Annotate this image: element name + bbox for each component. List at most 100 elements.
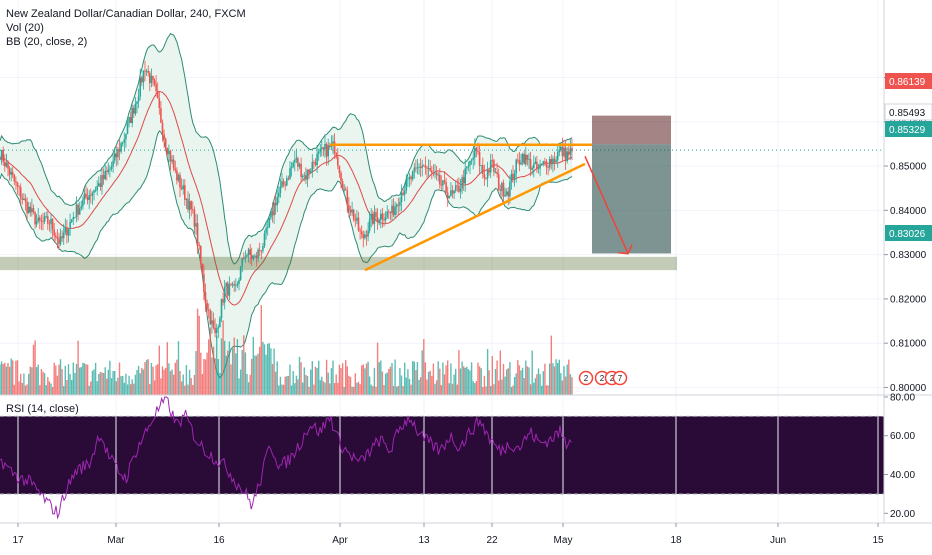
candle-body: [427, 168, 430, 169]
volume-bar: [529, 384, 532, 395]
candle-body: [239, 266, 242, 280]
volume-bar: [370, 384, 372, 395]
time-axis-label: 18: [670, 535, 682, 546]
candle-body: [263, 233, 266, 246]
candle-body: [115, 153, 118, 158]
take-profit-zone: [592, 144, 671, 254]
volume-bar: [212, 346, 215, 395]
candle-body: [470, 159, 473, 161]
candle-body: [352, 209, 355, 220]
volume-bar: [0, 364, 1, 395]
candle-body: [260, 250, 263, 252]
candle-body: [58, 238, 60, 245]
candle-body: [139, 77, 141, 97]
candle-body: [88, 195, 90, 200]
volume-indicator-label[interactable]: Vol (20): [6, 22, 44, 34]
volume-bar: [112, 370, 114, 395]
candle-body: [397, 204, 400, 206]
candle-body: [10, 171, 12, 175]
volume-bar: [287, 375, 290, 395]
volume-bar: [502, 364, 505, 395]
volume-bar: [375, 386, 377, 395]
candle-body: [99, 183, 102, 187]
candle-body: [274, 203, 277, 206]
candle-body: [365, 234, 368, 237]
volume-bar: [74, 373, 76, 395]
candle-body: [156, 90, 159, 99]
volume-bar: [362, 364, 364, 395]
candle-body: [270, 211, 272, 218]
volume-bar: [235, 353, 237, 395]
volume-bar: [443, 374, 446, 395]
volume-bar: [257, 353, 259, 395]
bollinger-indicator-label[interactable]: BB (20, close, 2): [6, 36, 88, 48]
volume-bar: [507, 368, 509, 395]
candle-body: [431, 170, 433, 173]
candle-body: [443, 180, 446, 182]
volume-bar: [455, 368, 457, 395]
volume-bar: [50, 383, 52, 395]
candle-body: [23, 198, 25, 200]
candle-body: [200, 246, 202, 264]
volume-bar: [219, 373, 221, 395]
volume-bar: [88, 385, 90, 395]
candle-body: [0, 150, 3, 160]
volume-bar: [231, 348, 234, 395]
candle-body: [357, 217, 360, 231]
volume-bar: [144, 362, 146, 395]
volume-bar: [53, 362, 55, 395]
volume-bar: [450, 363, 452, 395]
volume-bar: [367, 361, 369, 395]
volume-bar: [290, 385, 293, 395]
candle-body: [488, 170, 490, 173]
candle-body: [321, 147, 323, 149]
volume-bar: [330, 368, 333, 395]
volume-bar: [458, 350, 460, 395]
candle-body: [211, 320, 213, 325]
volume-bar: [410, 384, 412, 395]
candle-body: [69, 221, 71, 230]
rsi-legend[interactable]: RSI (14, close): [6, 403, 79, 415]
volume-bar: [485, 386, 487, 395]
candle-body: [458, 185, 460, 192]
candle-body: [243, 258, 245, 259]
volume-bar: [75, 364, 78, 395]
volume-bar: [13, 384, 15, 395]
candle-body: [149, 72, 151, 84]
rsi-axis-label: 20.00: [890, 509, 915, 520]
volume-bar: [521, 367, 524, 395]
candle-body: [85, 193, 87, 198]
symbol-title[interactable]: New Zealand Dollar/Canadian Dollar, 240,…: [6, 8, 246, 20]
candle-body: [375, 212, 377, 218]
candle-body: [250, 255, 253, 259]
candle-body: [517, 159, 519, 161]
candle-body: [536, 161, 538, 169]
price-axis-badge: [885, 121, 932, 137]
candle-body: [129, 117, 132, 123]
candle-body: [2, 150, 4, 163]
volume-bar: [63, 386, 65, 395]
volume-bar: [569, 374, 572, 395]
volume-bar: [413, 361, 415, 395]
candle-body: [141, 77, 143, 83]
candle-body: [72, 217, 75, 220]
volume-bar: [136, 370, 138, 395]
candle-body: [137, 96, 140, 102]
candle-body: [392, 205, 395, 216]
candle-body: [214, 327, 216, 333]
candle-body: [289, 168, 291, 179]
candle-body: [278, 193, 280, 197]
candle-body: [325, 144, 328, 157]
volume-bar: [391, 363, 393, 395]
candle-body: [496, 172, 498, 175]
volume-bar: [475, 380, 478, 395]
volume-bar: [533, 382, 535, 395]
candle-body: [478, 151, 481, 166]
volume-bar: [544, 363, 546, 395]
volume-bar: [244, 352, 247, 395]
volume-bar: [227, 350, 229, 395]
candle-body: [42, 221, 44, 222]
candle-body: [83, 193, 86, 200]
